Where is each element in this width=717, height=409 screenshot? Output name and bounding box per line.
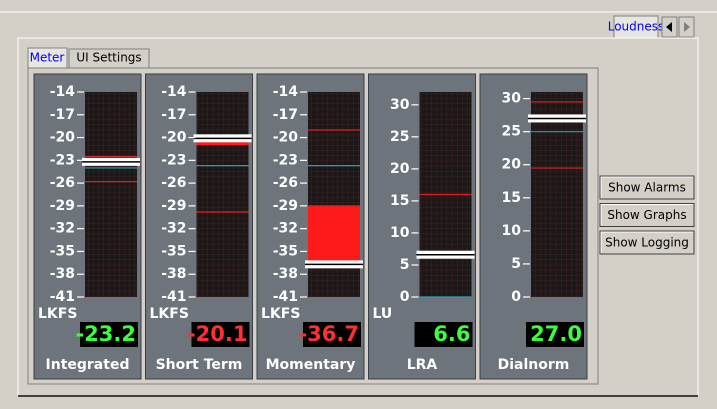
tick-label: -20 [273,130,299,146]
tick-label: 0 [511,289,521,305]
tick-label: -35 [273,243,298,259]
button-label[interactable]: Show Graphs [607,208,686,222]
tick-label: 5 [400,257,410,273]
buttons: Show Alarms Show Graphs Show Logging [599,175,695,255]
meter-tab-label[interactable]: Meter [30,51,65,65]
tick-label: -38 [273,266,298,282]
button[interactable] [599,230,695,255]
tick-label: -29 [161,198,186,214]
meter-label: Momentary [266,357,356,373]
tick-label: -20 [161,130,187,146]
unit-label: LKFS [38,306,77,322]
tick-label: -23 [50,152,75,168]
tick-label: -26 [50,175,75,191]
tick-label: -26 [161,175,186,191]
meter-label: Short Term [156,357,243,373]
alarm-fill [308,205,360,265]
tick-label: -26 [273,175,298,191]
unit-label: LU [373,306,393,322]
meter-label: LRA [407,357,438,373]
tick-label: 15 [390,193,409,209]
tick-label: -23 [273,152,298,168]
readout: -36.7 [298,322,359,346]
meter-bar [196,92,249,297]
arrow-right [684,22,690,32]
tick-label: -17 [50,107,75,123]
unit-label: LKFS [261,306,300,322]
readout-box [191,322,250,347]
tick-label: 20 [390,161,410,177]
tick-label: -35 [50,243,75,259]
tick-label: -23 [161,152,186,168]
tick-label: -29 [50,198,75,214]
meter-bar [531,92,583,297]
tick-label: 20 [502,157,522,173]
button[interactable] [599,175,695,200]
button[interactable] [599,203,695,227]
readout-box [80,322,138,347]
button-highlight [600,176,693,198]
readout-box [414,322,473,347]
tick-label: -41 [161,289,186,305]
tick-label: -29 [273,198,298,214]
tick-label: 10 [390,225,410,241]
tick-label: 25 [502,124,521,140]
tick-label: -14 [161,84,187,100]
meter-label: Dialnorm [498,357,570,373]
readout-box [303,322,361,347]
arrow-left [666,22,672,32]
ui-settings-tab-label[interactable]: UI Settings [76,51,141,65]
tick-label: 30 [502,91,522,107]
tick-label: -35 [161,243,186,259]
readout-box [526,322,584,347]
button-label[interactable]: Show Alarms [608,181,686,195]
tick-label: 10 [502,223,522,239]
tick-label: -14 [50,84,76,100]
tick-label: 5 [511,256,521,272]
meter-label: Integrated [46,357,130,373]
loudness-tab-label[interactable]: Loudness [608,20,665,34]
tick-label: -17 [273,107,298,123]
tick-label: 25 [390,129,409,145]
tick-label: -32 [273,221,298,237]
button-highlight [600,231,693,253]
tick-label: 0 [400,289,410,305]
tick-label: -41 [50,289,75,305]
readout: -23.2 [75,322,136,346]
tick-label: -17 [161,107,186,123]
tick-label: -14 [273,84,299,100]
tick-label: -32 [161,221,186,237]
tick-label: -38 [161,266,186,282]
readout: 6.6 [433,322,470,346]
tick-label: -20 [50,130,76,146]
tick-label: -38 [50,266,75,282]
unit-label: LKFS [150,306,189,322]
meter-bar [85,92,137,297]
tick-label: 15 [502,190,521,206]
readout: 27.0 [530,322,582,346]
tick-label: -41 [273,289,298,305]
button-highlight [600,204,693,226]
meters: -14-17-20-23-26-29-32-35-38-41LKFS-23.2I… [33,73,588,380]
button-label[interactable]: Show Logging [605,236,689,250]
readout: -20.1 [187,322,248,346]
tick-label: -32 [50,221,75,237]
tick-label: 30 [390,97,410,113]
